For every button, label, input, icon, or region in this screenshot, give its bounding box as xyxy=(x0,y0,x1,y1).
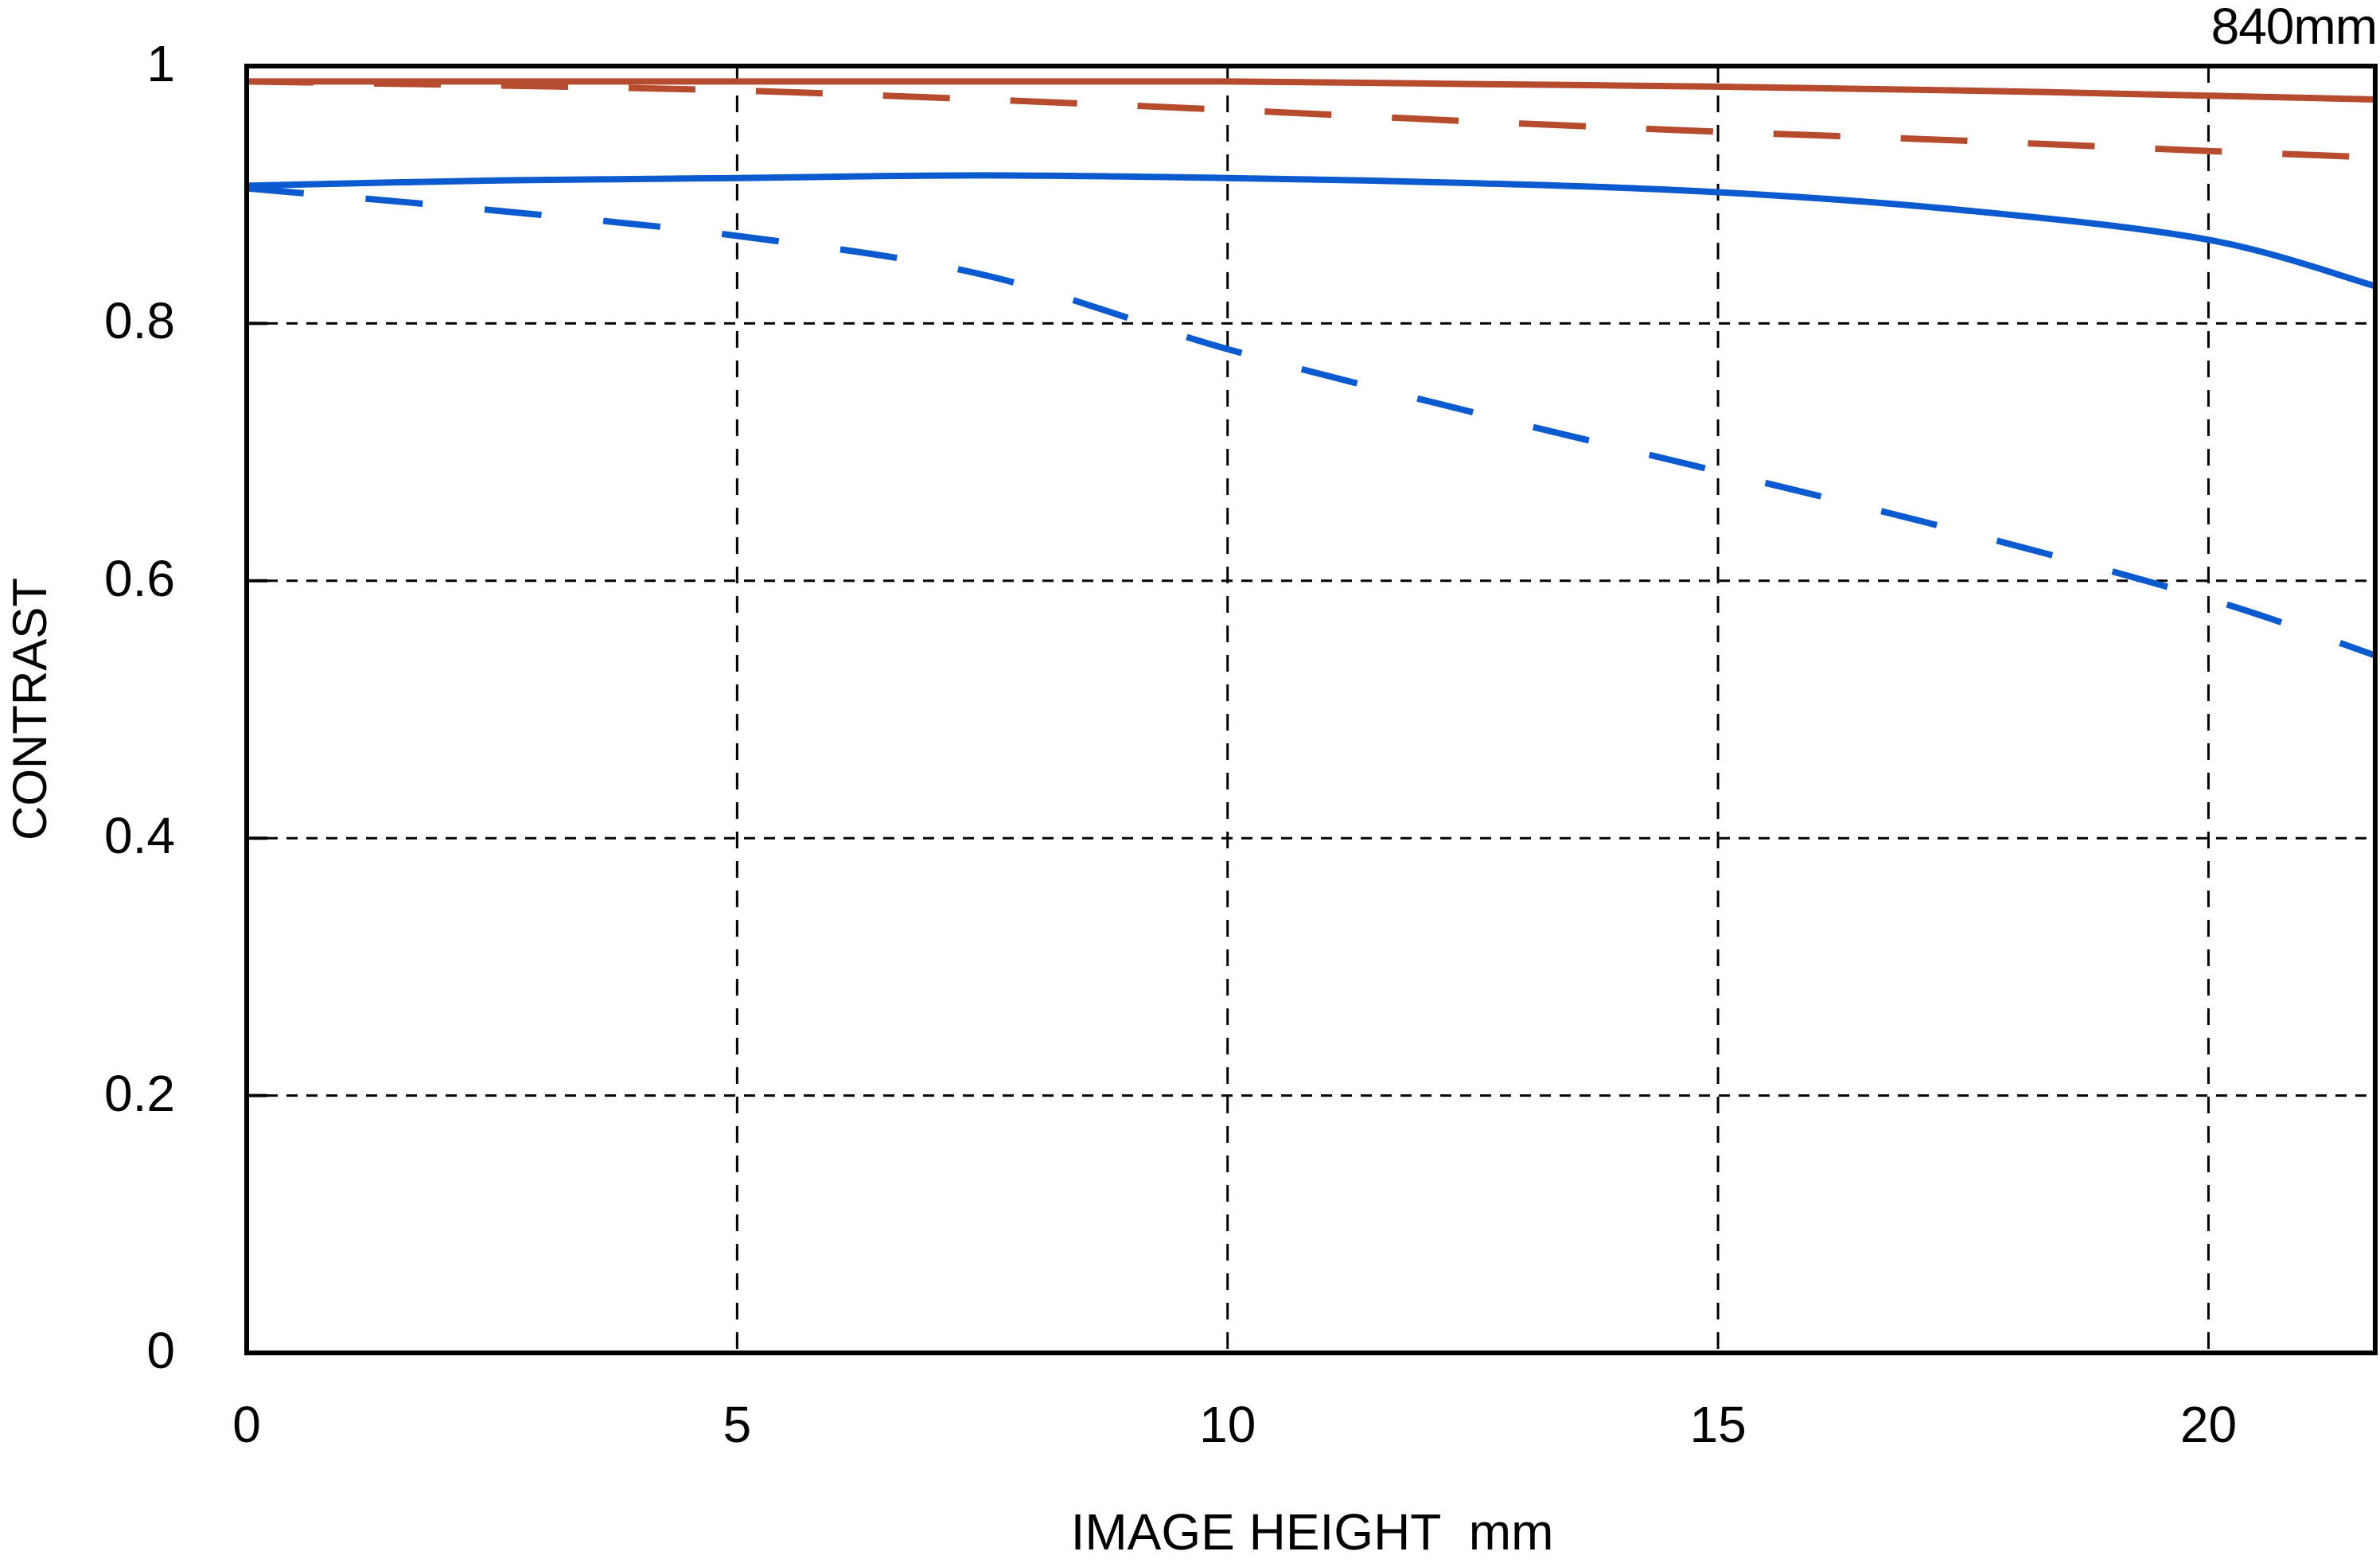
plot-border xyxy=(244,64,2378,1355)
y-tick-label-0.4: 0.4 xyxy=(104,807,175,865)
x-tick-label-10: 10 xyxy=(1199,1396,1256,1453)
red-dashed-curve xyxy=(246,78,2376,161)
x-tick-label-20: 20 xyxy=(2179,1396,2238,1453)
x-tick-label-5: 5 xyxy=(723,1396,752,1453)
blue-dashed-curve xyxy=(246,185,2377,659)
y-tick-label-0.2: 0.2 xyxy=(104,1064,175,1122)
x-tick-label-0: 0 xyxy=(232,1396,261,1453)
red-solid-curve xyxy=(247,78,2376,103)
x-tick-label-15: 15 xyxy=(1689,1396,1747,1453)
y-tick-label-0.8: 0.8 xyxy=(104,292,175,350)
y-tick-label-0: 0 xyxy=(146,1322,175,1379)
y-tick-label-1: 1 xyxy=(146,35,175,92)
x-axis-title: IMAGE HEIGHT mm xyxy=(1070,1503,1554,1561)
focal-length-label: 840mm xyxy=(2211,0,2378,55)
blue-solid-curve xyxy=(246,172,2377,290)
y-tick-label-0.6: 0.6 xyxy=(104,549,175,607)
